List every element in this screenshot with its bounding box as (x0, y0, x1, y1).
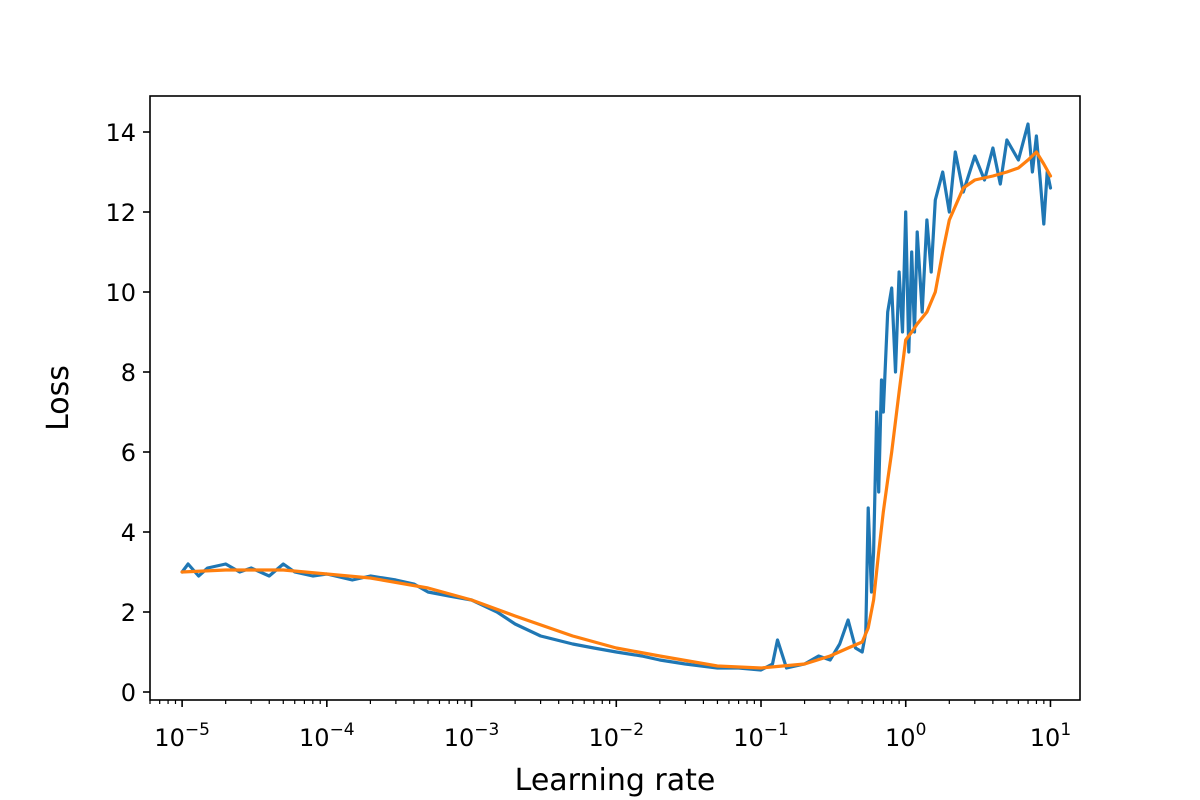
ticks-layer: 10−5 10−4 10−3 10−2 10−1 100 101 0 2 4 6 8 10 12 14 (105, 119, 1071, 752)
y-tick-label: 0 (121, 679, 136, 707)
y-tick-label: 14 (105, 119, 136, 147)
x-axis-label: Learning rate (515, 763, 716, 798)
y-tick-label: 2 (121, 599, 136, 627)
y-axis-label: Loss (41, 365, 76, 431)
plot-frame (149, 95, 1081, 701)
y-tick-label: 10 (105, 279, 136, 307)
y-tick-label: 8 (121, 359, 136, 387)
x-tick-label: 10−1 (733, 720, 789, 752)
series-line-1 (180, 122, 1053, 672)
series-line-2 (180, 150, 1053, 670)
x-tick-label: 100 (885, 720, 926, 752)
y-tick-label: 4 (121, 519, 136, 547)
x-tick-label: 10−2 (588, 720, 644, 752)
x-tick-label: 101 (1030, 720, 1071, 752)
y-tick-label: 6 (121, 439, 136, 467)
x-tick-label: 10−3 (444, 720, 500, 752)
x-tick-label: 10−4 (299, 720, 355, 752)
y-tick-label: 12 (105, 199, 136, 227)
series-layer (180, 122, 1053, 672)
x-tick-label: 10−5 (154, 720, 210, 752)
